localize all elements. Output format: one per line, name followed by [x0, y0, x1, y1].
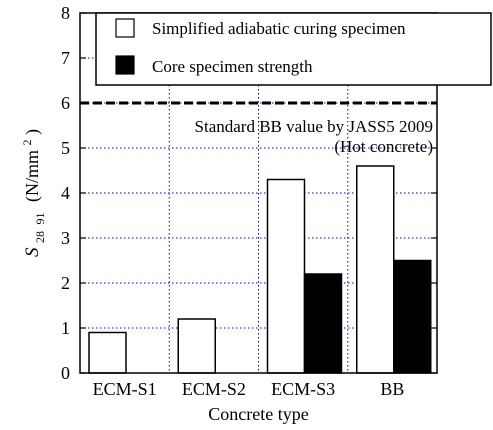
- bar-ecm-s2-series-0: [177, 318, 216, 374]
- bar-bb-series-1: [393, 259, 432, 374]
- x-tick-label: ECM-S1: [93, 379, 157, 399]
- svg-text:S 28 91 (N/m: S 28 91 (N/mm 2 ): [15, 129, 48, 257]
- bar-ecm-s1-series-0: [88, 331, 127, 374]
- y-tick-label: 3: [61, 228, 70, 248]
- y-tick-label: 4: [61, 183, 70, 203]
- x-tick-label: ECM-S2: [182, 379, 246, 399]
- x-tick-label: ECM-S3: [271, 379, 335, 399]
- y-tick-label: 0: [61, 363, 70, 383]
- y-axis-symbol: S: [22, 247, 43, 257]
- bars: [88, 165, 432, 374]
- legend: Simplified adiabatic curing specimen Cor…: [95, 12, 492, 86]
- y-axis-subscript-91: 91: [33, 213, 47, 225]
- x-tick-label: BB: [380, 379, 404, 399]
- legend-swatch-core: [115, 55, 135, 75]
- bar-bb-series-0: [356, 165, 395, 374]
- y-axis-ticks: 0 1 2 3 4 5 6 7 8: [61, 3, 437, 383]
- y-axis-unit-close: ): [22, 129, 43, 135]
- x-axis-ticks: ECM-S1 ECM-S2 ECM-S3 BB: [93, 379, 405, 399]
- legend-swatch-simplified: [115, 18, 135, 38]
- y-tick-label: 5: [61, 138, 70, 158]
- legend-box: [95, 12, 492, 86]
- reference-line-label-sub: (Hot concrete): [334, 137, 433, 156]
- y-axis-subscript-28: 28: [33, 231, 47, 243]
- bar-ecm-s3-series-0: [266, 178, 306, 374]
- y-tick-label: 6: [61, 93, 70, 113]
- y-tick-label: 7: [61, 48, 70, 68]
- legend-label-core: Core specimen strength: [152, 57, 313, 76]
- y-tick-label: 1: [61, 318, 70, 338]
- bar-ecm-s3-series-1: [303, 273, 343, 374]
- y-axis-unit-superscript: 2: [20, 140, 34, 146]
- legend-label-simplified: Simplified adiabatic curing specimen: [152, 19, 406, 38]
- y-axis-unit: (N/mm: [22, 150, 43, 202]
- reference-line-label: Standard BB value by JASS5 2009: [195, 117, 433, 136]
- y-tick-label: 8: [61, 3, 70, 23]
- y-axis-title: S 28 91 (N/mm 2 ): [15, 129, 48, 257]
- y-tick-label: 2: [61, 273, 70, 293]
- x-axis-title: Concrete type: [208, 404, 308, 424]
